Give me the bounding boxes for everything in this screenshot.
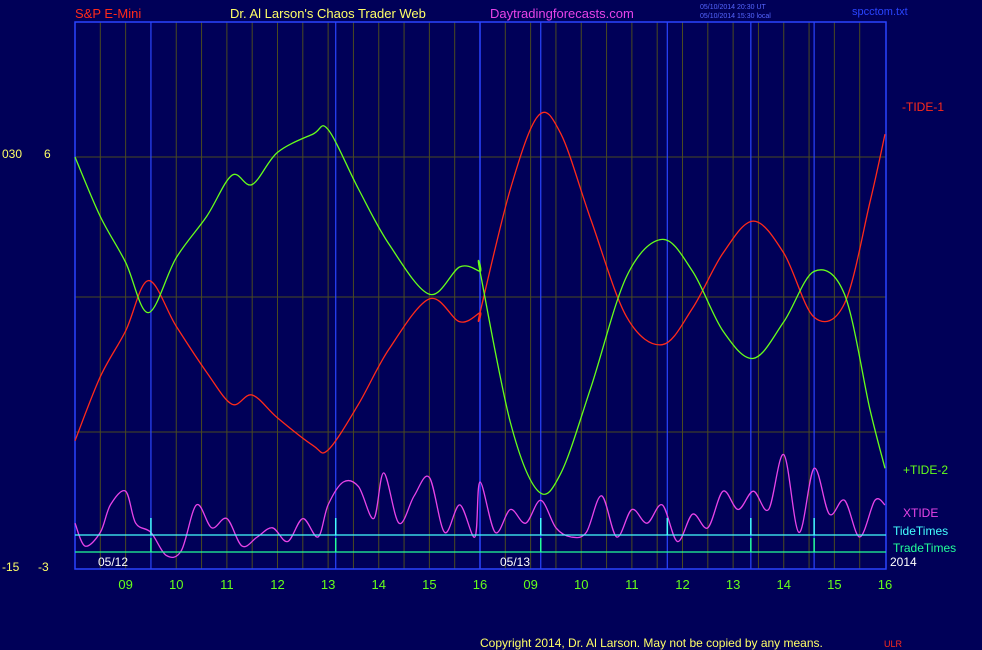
tide2-line bbox=[74, 125, 886, 495]
hour-tick-label: 13 bbox=[726, 577, 740, 592]
hour-tick-label: 15 bbox=[422, 577, 436, 592]
legend-trade-times: TradeTimes bbox=[893, 541, 956, 555]
footer-mark: ULR bbox=[884, 639, 903, 649]
site-title: Dr. Al Larson's Chaos Trader Web bbox=[230, 6, 426, 21]
xtide-line bbox=[74, 453, 886, 559]
legend-tide-times: TideTimes bbox=[893, 524, 948, 538]
hour-tick-label: 12 bbox=[675, 577, 689, 592]
plot-frame bbox=[74, 21, 887, 570]
hour-tick-label: 16 bbox=[473, 577, 487, 592]
left-top-label-b: 6 bbox=[44, 147, 51, 161]
hour-tick-label: 12 bbox=[270, 577, 284, 592]
hour-tick-label: 10 bbox=[574, 577, 588, 592]
hour-tick-label: 14 bbox=[372, 577, 386, 592]
symbol-label: S&P E-Mini bbox=[75, 6, 141, 21]
file-name: spcctom.txt bbox=[852, 6, 908, 18]
left-top-label-a: 030 bbox=[2, 147, 22, 161]
hour-tick-label: 16 bbox=[878, 577, 892, 592]
hour-tick-label: 09 bbox=[523, 577, 537, 592]
copyright: Copyright 2014, Dr. Al Larson. May not b… bbox=[480, 636, 823, 650]
series-layer bbox=[74, 22, 886, 569]
tick-labels: 09 10 11 12 13 14 15 16 09 10 11 12 13 14 15 16 bbox=[118, 577, 892, 592]
left-bottom-label-b: -3 bbox=[38, 560, 49, 574]
hour-tick-label: 14 bbox=[777, 577, 791, 592]
year-label: 2014 bbox=[890, 555, 917, 569]
legend-tide1: -TIDE-1 bbox=[902, 100, 944, 114]
tide1-line bbox=[74, 111, 886, 454]
day-label-1: 05/12 bbox=[98, 555, 128, 569]
ut-timestamp: 05/10/2014 20:30 UT bbox=[700, 4, 766, 11]
grid bbox=[75, 22, 886, 569]
day-label-2: 05/13 bbox=[500, 555, 530, 569]
hour-tick-label: 13 bbox=[321, 577, 335, 592]
legend-tide2: +TIDE-2 bbox=[903, 463, 948, 477]
left-bottom-label-a: -15 bbox=[2, 560, 20, 574]
hour-tick-label: 11 bbox=[625, 577, 639, 592]
legend-xtide: XTIDE bbox=[903, 506, 938, 520]
hour-tick-label: 15 bbox=[827, 577, 841, 592]
local-timestamp: 05/10/2014 15:30 local bbox=[700, 13, 771, 20]
hour-tick-label: 11 bbox=[220, 577, 234, 592]
hour-tick-label: 09 bbox=[118, 577, 132, 592]
site-url: Daytradingforecasts.com bbox=[490, 6, 634, 21]
hour-tick-label: 10 bbox=[169, 577, 183, 592]
